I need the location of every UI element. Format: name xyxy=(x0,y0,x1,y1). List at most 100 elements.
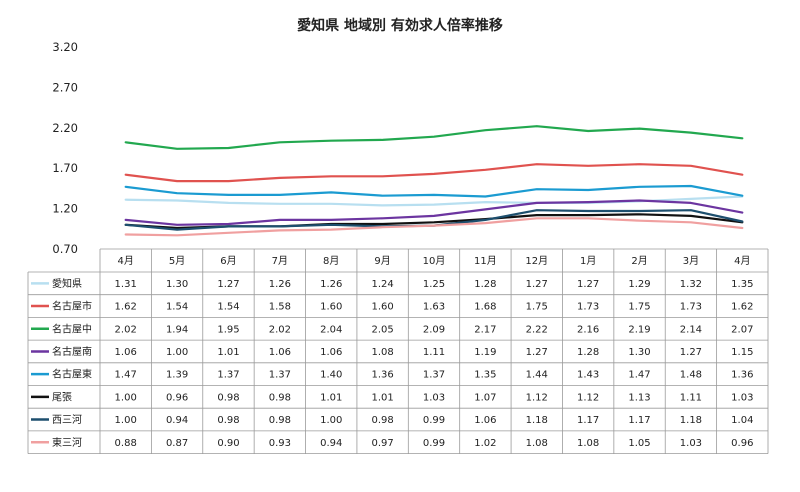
data-label: 1.11 xyxy=(423,347,445,358)
legend-label: 東三河 xyxy=(52,436,82,449)
x-tick-label: 10月 xyxy=(423,255,446,267)
data-label: 0.97 xyxy=(371,438,393,449)
data-label: 1.17 xyxy=(628,415,650,426)
data-label: 0.98 xyxy=(217,415,239,426)
data-label: 1.75 xyxy=(526,302,548,313)
x-tick-label: 12月 xyxy=(525,255,548,267)
data-label: 1.47 xyxy=(115,370,137,381)
legend-label: 名古屋市 xyxy=(52,300,92,313)
data-label: 2.14 xyxy=(680,324,702,335)
data-label: 1.08 xyxy=(371,347,393,358)
data-label: 1.48 xyxy=(680,370,702,381)
data-label: 0.99 xyxy=(423,415,445,426)
data-label: 0.96 xyxy=(166,392,188,403)
data-label: 1.24 xyxy=(371,279,393,290)
data-label: 1.94 xyxy=(166,324,188,335)
x-tick-label: 3月 xyxy=(683,255,699,267)
legend-label: 西三河 xyxy=(52,414,82,426)
data-label: 0.99 xyxy=(423,438,445,449)
data-label: 1.54 xyxy=(217,302,239,313)
data-label: 1.00 xyxy=(166,347,188,358)
legend-label: 名古屋南 xyxy=(52,345,92,358)
data-label: 0.94 xyxy=(320,438,342,449)
data-label: 1.18 xyxy=(680,415,702,426)
series-line-4 xyxy=(124,199,744,226)
x-tick-label: 1月 xyxy=(580,255,596,267)
data-label: 1.29 xyxy=(628,279,650,290)
data-label: 1.58 xyxy=(269,302,291,313)
x-tick-label: 4月 xyxy=(734,255,750,267)
data-label: 1.06 xyxy=(474,415,496,426)
y-tick-label: 0.70 xyxy=(52,242,78,256)
x-tick-label: 2月 xyxy=(631,255,647,267)
data-label: 1.05 xyxy=(628,438,650,449)
data-label: 1.44 xyxy=(526,370,548,381)
data-label: 1.12 xyxy=(526,392,548,403)
x-tick-label: 9月 xyxy=(374,255,390,267)
x-tick-label: 7月 xyxy=(272,255,288,267)
x-tick-label: 8月 xyxy=(323,255,339,267)
data-label: 2.04 xyxy=(320,324,342,335)
series-line-8 xyxy=(124,217,744,237)
data-label: 1.02 xyxy=(474,438,496,449)
legend-label: 尾張 xyxy=(52,391,72,403)
y-tick-label: 2.20 xyxy=(52,121,78,135)
data-label: 1.15 xyxy=(731,347,753,358)
data-label: 2.09 xyxy=(423,324,445,335)
data-label: 1.18 xyxy=(526,415,548,426)
data-label: 1.27 xyxy=(577,279,599,290)
data-label: 2.22 xyxy=(526,324,548,335)
data-label: 1.25 xyxy=(423,279,445,290)
y-tick-label: 3.20 xyxy=(52,40,78,54)
data-label: 0.88 xyxy=(115,438,137,449)
data-label: 1.73 xyxy=(577,302,599,313)
data-label: 1.01 xyxy=(320,392,342,403)
data-label: 1.62 xyxy=(731,302,753,313)
data-label: 1.01 xyxy=(217,347,239,358)
y-tick-label: 1.20 xyxy=(52,202,78,216)
data-label: 1.68 xyxy=(474,302,496,313)
data-label: 1.12 xyxy=(577,392,599,403)
data-label: 1.37 xyxy=(269,370,291,381)
data-label: 1.03 xyxy=(423,392,445,403)
data-label: 0.98 xyxy=(371,415,393,426)
data-label: 1.28 xyxy=(577,347,599,358)
data-label: 1.00 xyxy=(115,392,137,403)
data-label: 1.04 xyxy=(731,415,753,426)
data-label: 2.16 xyxy=(577,324,599,335)
data-label: 1.06 xyxy=(115,347,137,358)
data-label: 1.36 xyxy=(731,370,753,381)
data-label: 1.26 xyxy=(269,279,291,290)
data-label: 1.32 xyxy=(680,279,702,290)
data-label: 1.54 xyxy=(166,302,188,313)
data-label: 1.47 xyxy=(628,370,650,381)
data-label: 1.63 xyxy=(423,302,445,313)
data-label: 2.02 xyxy=(115,324,137,335)
x-tick-label: 4月 xyxy=(118,255,134,267)
series-line-3 xyxy=(124,125,744,150)
data-label: 2.05 xyxy=(371,324,393,335)
data-label: 1.31 xyxy=(115,279,137,290)
data-label: 1.26 xyxy=(320,279,342,290)
data-label: 1.62 xyxy=(115,302,137,313)
data-label: 1.06 xyxy=(269,347,291,358)
data-label: 1.35 xyxy=(731,279,753,290)
legend-label: 名古屋東 xyxy=(52,368,92,381)
series-line-2 xyxy=(124,163,744,183)
data-label: 0.94 xyxy=(166,415,188,426)
y-tick-label: 1.70 xyxy=(52,161,78,175)
data-label: 1.13 xyxy=(628,392,650,403)
data-label: 1.01 xyxy=(371,392,393,403)
data-label: 1.28 xyxy=(474,279,496,290)
y-tick-label: 2.70 xyxy=(52,80,78,94)
data-label: 1.27 xyxy=(680,347,702,358)
y-axis: 3.20 2.70 2.20 1.70 1.20 0.70 xyxy=(52,40,78,256)
data-label: 2.17 xyxy=(474,324,496,335)
data-label: 1.27 xyxy=(526,279,548,290)
data-label: 1.60 xyxy=(320,302,342,313)
data-label: 0.87 xyxy=(166,438,188,449)
data-label: 1.30 xyxy=(166,279,188,290)
data-label: 2.07 xyxy=(731,324,753,335)
